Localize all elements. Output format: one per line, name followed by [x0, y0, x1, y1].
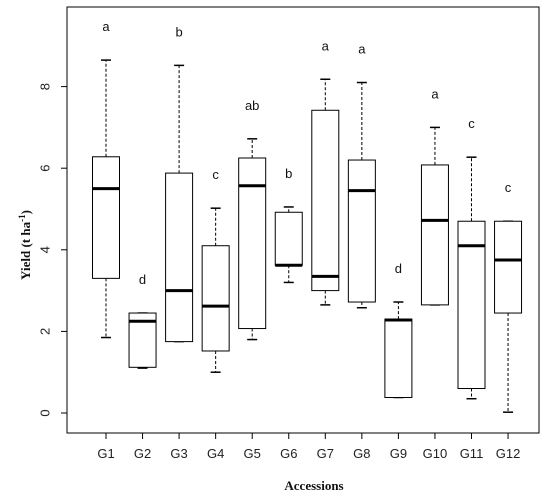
y-axis: 0 2 4 6 8: [37, 83, 67, 417]
box-G8: a: [347, 42, 376, 309]
x-axis-title: Accessions: [284, 478, 343, 493]
x-tick-label: G3: [170, 446, 187, 461]
box-G5: ab: [238, 98, 267, 341]
significance-letter: c: [505, 180, 512, 195]
x-tick-label: G11: [460, 446, 484, 461]
y-axis-title-main: Yield (t ha: [18, 221, 33, 280]
iqr-box: [311, 109, 340, 292]
x-tick-label: G6: [280, 446, 297, 461]
box-G11: c: [457, 116, 486, 400]
x-tick-label: G4: [207, 446, 224, 461]
x-tick-label: G10: [423, 446, 448, 461]
iqr-box: [384, 318, 413, 398]
iqr-box: [494, 220, 523, 314]
iqr-box: [238, 157, 267, 330]
x-axis: G1 G2 G3 G4 G5 G6 G7 G8 G9 G10 G11 G12: [97, 433, 520, 461]
x-tick-label: G12: [496, 446, 521, 461]
box-G10: a: [420, 86, 449, 306]
iqr-box: [420, 164, 449, 306]
iqr-box: [201, 245, 230, 352]
iqr-box: [457, 220, 486, 390]
box-G12: c: [494, 180, 523, 413]
significance-letter: d: [395, 261, 402, 276]
y-axis-title-superscript: -1: [17, 214, 27, 222]
y-tick-label: 6: [37, 165, 52, 172]
box-G2: d: [128, 272, 157, 369]
boxes-layer: a d b c ab b a a d a c c: [92, 19, 523, 413]
box-G4: c: [201, 167, 230, 373]
significance-letter: ab: [245, 98, 259, 113]
box-G3: b: [165, 24, 194, 343]
plot-frame: [66, 6, 540, 434]
x-tick-label: G8: [353, 446, 370, 461]
significance-letter: c: [212, 167, 219, 182]
x-tick-label: G5: [244, 446, 261, 461]
y-tick-label: 0: [37, 409, 52, 416]
x-tick-label: G9: [390, 446, 407, 461]
y-tick-label: 8: [37, 83, 52, 90]
y-tick-label: 4: [37, 246, 52, 253]
y-axis-title-suffix: ): [18, 210, 33, 214]
x-tick-label: G7: [317, 446, 334, 461]
significance-letter: a: [322, 38, 330, 53]
iqr-box: [274, 211, 303, 266]
significance-letter: a: [358, 42, 366, 57]
iqr-box: [92, 156, 120, 279]
significance-letter: a: [102, 19, 110, 34]
significance-letter: c: [468, 116, 475, 131]
x-tick-label: G1: [97, 446, 114, 461]
significance-letter: d: [139, 272, 146, 287]
box-G1: a: [92, 19, 120, 339]
x-tick-label: G2: [134, 446, 151, 461]
box-G7: a: [311, 38, 340, 306]
iqr-box: [347, 159, 376, 303]
significance-letter: b: [285, 166, 292, 181]
significance-letter: a: [431, 86, 439, 101]
significance-letter: b: [175, 24, 182, 39]
box-G6: b: [274, 166, 303, 284]
y-tick-label: 2: [37, 328, 52, 335]
y-axis-title: Yield (t ha-1): [17, 210, 33, 280]
box-G9: d: [384, 261, 413, 399]
iqr-box: [165, 172, 194, 343]
